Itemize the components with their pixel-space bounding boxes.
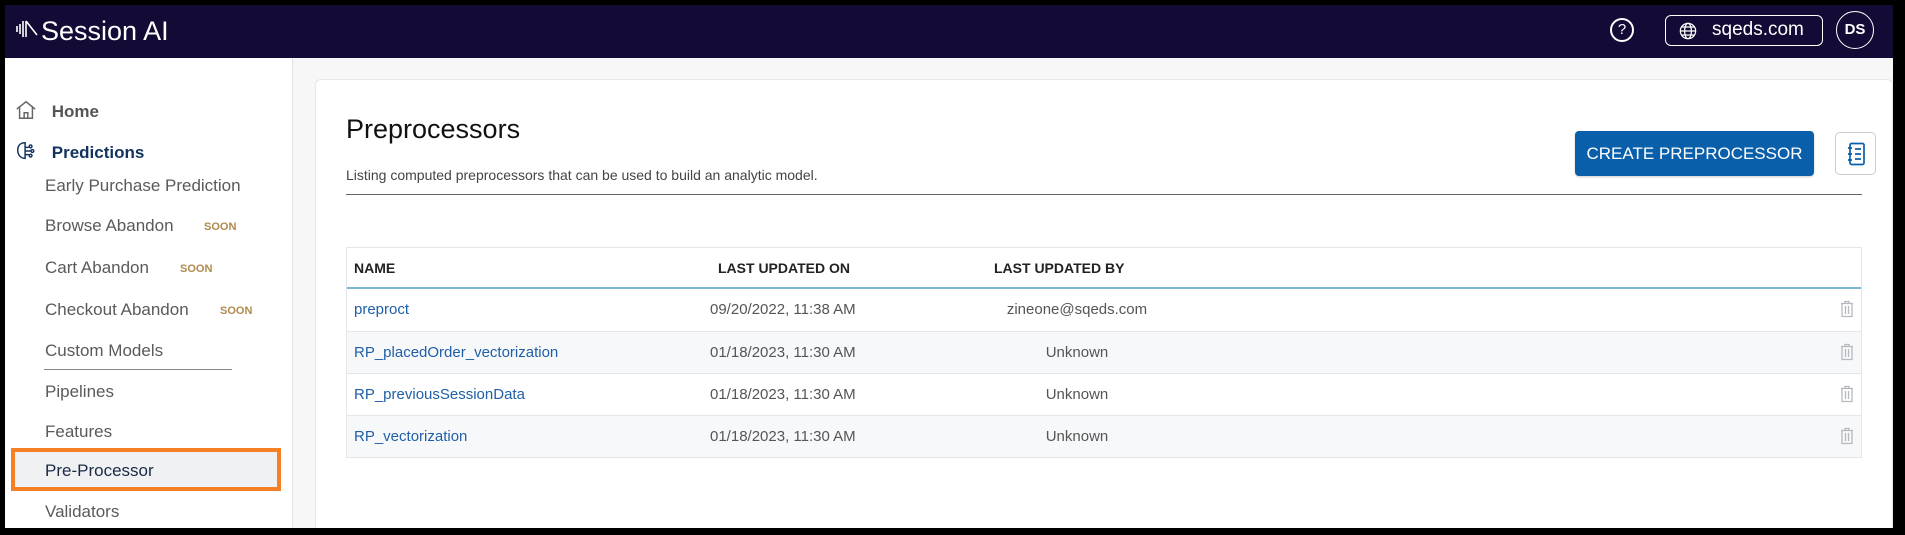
help-icon[interactable]: ? xyxy=(1610,18,1634,42)
preprocessor-name-link[interactable]: RP_previousSessionData xyxy=(354,386,525,403)
sidebar-item-pre-processor[interactable]: Pre-Processor xyxy=(45,461,154,480)
notebook-icon xyxy=(1848,142,1865,166)
delete-trash-icon[interactable] xyxy=(1840,385,1854,407)
user-avatar[interactable]: DS xyxy=(1836,11,1874,49)
top-bar: Session AI ? sqeds.com DS xyxy=(5,5,1893,58)
table-header: NAME LAST UPDATED ON LAST UPDATED BY xyxy=(347,248,1861,289)
column-header-last-updated-on[interactable]: LAST UPDATED ON xyxy=(718,260,850,276)
column-header-last-updated-by[interactable]: LAST UPDATED BY xyxy=(994,260,1125,276)
globe-icon xyxy=(1679,22,1697,40)
preprocessor-name-link[interactable]: RP_placedOrder_vectorization xyxy=(354,344,559,361)
sidebar-item-checkout-abandon[interactable]: Checkout Abandon xyxy=(45,300,189,319)
delete-trash-icon[interactable] xyxy=(1840,343,1854,365)
sidebar-item-custom-models[interactable]: Custom Models xyxy=(45,341,164,360)
last-updated-on: 01/18/2023, 11:30 AM xyxy=(710,428,856,445)
sidebar-item-cart-abandon[interactable]: Cart Abandon xyxy=(45,258,149,277)
page-subtitle: Listing computed preprocessors that can … xyxy=(346,167,818,183)
soon-badge: SOON xyxy=(220,305,253,317)
sidebar: Home Predictions Early Purchase Predicti… xyxy=(5,58,293,528)
sidebar-divider xyxy=(44,369,232,370)
last-updated-by: Unknown xyxy=(1045,344,1109,361)
create-preprocessor-button[interactable]: CREATE PREPROCESSOR xyxy=(1575,131,1814,176)
sidebar-item-features[interactable]: Features xyxy=(45,422,113,441)
column-header-name[interactable]: NAME xyxy=(354,260,396,276)
table-row: RP_placedOrder_vectorization 01/18/2023,… xyxy=(347,331,1861,373)
sidebar-item-early-purchase-prediction[interactable]: Early Purchase Prediction xyxy=(45,176,241,195)
home-label: Home xyxy=(51,102,99,121)
last-updated-by: Unknown xyxy=(1045,386,1109,403)
app-title[interactable]: Session AI xyxy=(41,16,169,46)
domain-selector[interactable]: sqeds.com xyxy=(1665,15,1823,46)
app-frame: Session AI ? sqeds.com DS Home Predictio… xyxy=(5,5,1893,528)
delete-trash-icon[interactable] xyxy=(1840,300,1854,322)
table-row: preproct 09/20/2022, 11:38 AM zineone@sq… xyxy=(347,289,1861,331)
delete-trash-icon[interactable] xyxy=(1840,427,1854,449)
last-updated-on: 01/18/2023, 11:30 AM xyxy=(710,386,856,403)
soon-badge: SOON xyxy=(180,263,213,275)
home-icon xyxy=(16,100,36,119)
domain-label: sqeds.com xyxy=(1712,19,1804,40)
documentation-button[interactable] xyxy=(1835,132,1876,175)
sidebar-item-predictions[interactable]: Predictions xyxy=(15,140,144,163)
sidebar-item-validators[interactable]: Validators xyxy=(45,502,120,521)
sidebar-item-pipelines[interactable]: Pipelines xyxy=(45,382,114,401)
title-divider xyxy=(346,194,1862,195)
preprocessors-table: NAME LAST UPDATED ON LAST UPDATED BY pre… xyxy=(346,247,1862,458)
last-updated-on: 09/20/2022, 11:38 AM xyxy=(710,301,856,318)
last-updated-by: zineone@sqeds.com xyxy=(1006,301,1148,318)
predictions-label: Predictions xyxy=(51,143,145,162)
soon-badge: SOON xyxy=(204,221,237,233)
last-updated-by: Unknown xyxy=(1045,428,1109,445)
sidebar-item-home[interactable]: Home xyxy=(15,99,99,122)
table-row: RP_vectorization 01/18/2023, 11:30 AM Un… xyxy=(347,415,1861,457)
selected-item-highlight xyxy=(11,448,281,491)
session-ai-logo-icon xyxy=(15,17,39,46)
brain-circuit-icon xyxy=(17,142,35,160)
preprocessor-name-link[interactable]: preproct xyxy=(354,301,410,318)
page-title: Preprocessors xyxy=(346,114,521,144)
preprocessor-name-link[interactable]: RP_vectorization xyxy=(354,428,468,445)
table-row: RP_previousSessionData 01/18/2023, 11:30… xyxy=(347,373,1861,415)
sidebar-item-browse-abandon[interactable]: Browse Abandon xyxy=(45,216,174,235)
last-updated-on: 01/18/2023, 11:30 AM xyxy=(710,344,856,361)
